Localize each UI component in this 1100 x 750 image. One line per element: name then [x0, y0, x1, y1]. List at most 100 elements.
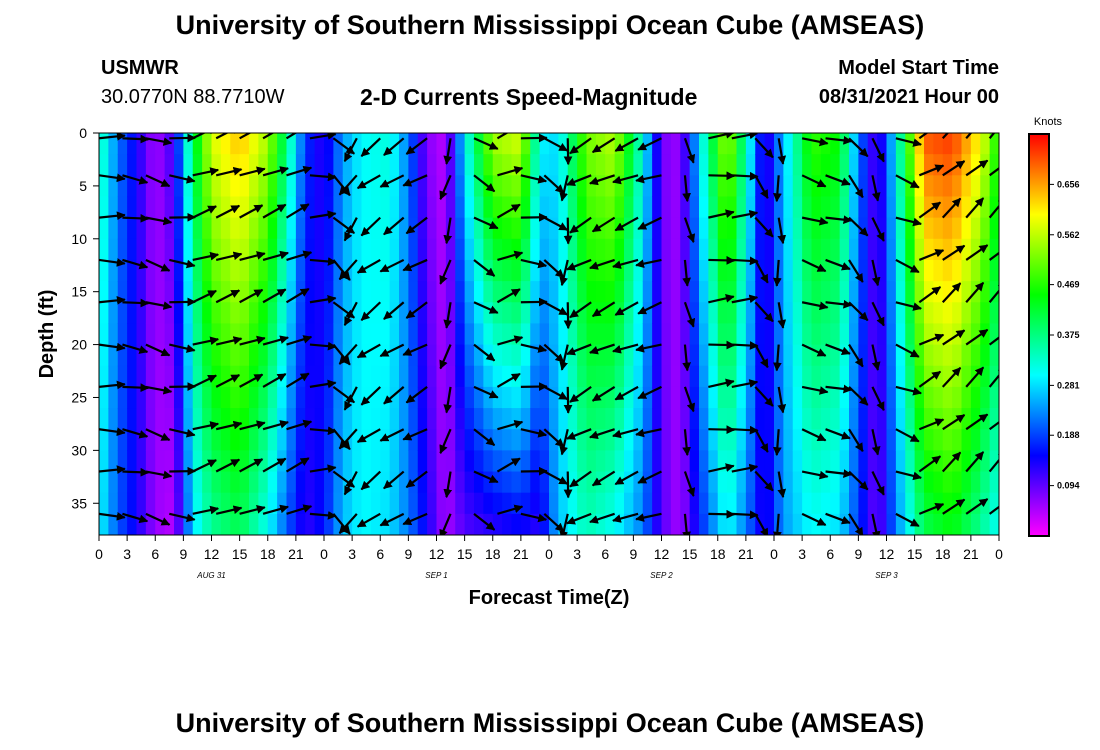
heatmap-cell — [492, 154, 503, 176]
heatmap-cell — [952, 281, 963, 303]
heatmap-cell — [736, 281, 747, 303]
heatmap-cell — [699, 323, 709, 346]
heatmap-cell — [520, 344, 531, 367]
heatmap-cell — [624, 281, 634, 303]
heatmap-cell — [895, 281, 906, 303]
heatmap-cell — [605, 323, 616, 346]
current-arrow — [192, 205, 217, 219]
x-tick-label: 15 — [232, 546, 248, 562]
heatmap-cell — [839, 408, 850, 430]
current-arrow — [543, 385, 569, 401]
current-arrow — [99, 512, 126, 521]
heatmap-cell — [811, 196, 822, 219]
current-arrow — [443, 471, 453, 499]
heatmap-cell — [539, 429, 550, 451]
heatmap-cell — [483, 281, 494, 303]
heatmap-cell — [389, 281, 400, 303]
x-tick-label: 18 — [260, 546, 276, 562]
heatmap-cell — [399, 386, 409, 409]
heatmap-cell — [511, 492, 522, 515]
heatmap-cell — [361, 492, 372, 515]
heatmap-cell — [474, 154, 484, 176]
heatmap-cell — [642, 513, 653, 535]
current-arrow — [591, 470, 616, 487]
heatmap-cell — [670, 217, 681, 240]
heatmap-cell — [605, 281, 616, 303]
heatmap-cell — [689, 175, 700, 198]
heatmap-cell — [670, 302, 681, 325]
heatmap-cell — [445, 450, 456, 473]
heatmap-cell — [492, 513, 503, 535]
heatmap-cell — [211, 471, 222, 494]
heatmap-cell — [624, 259, 634, 282]
heatmap-cell — [155, 429, 166, 451]
current-arrow — [309, 426, 337, 436]
heatmap-cell — [249, 492, 259, 515]
heatmap-cell — [839, 196, 850, 219]
heatmap-cell — [633, 133, 644, 155]
heatmap-cell — [192, 450, 203, 473]
current-arrow — [473, 512, 496, 531]
heatmap-cell — [680, 408, 691, 430]
heatmap-cell — [136, 344, 147, 367]
heatmap-cell — [961, 471, 972, 494]
heatmap-cell — [192, 217, 203, 240]
heatmap-cell — [624, 323, 634, 346]
current-arrow — [402, 174, 428, 187]
current-arrow — [286, 504, 313, 515]
heatmap-cell — [445, 217, 456, 240]
heatmap-cell — [680, 238, 691, 261]
heatmap-cell — [314, 323, 325, 346]
heatmap-cell — [792, 281, 803, 303]
heatmap-cell — [567, 259, 578, 282]
heatmap-cell — [230, 238, 241, 261]
heatmap-cell — [436, 259, 447, 282]
heatmap-cell — [699, 450, 709, 473]
current-arrow — [566, 258, 592, 271]
heatmap-cell — [408, 492, 419, 515]
current-arrow — [122, 298, 150, 308]
current-arrow — [543, 343, 565, 363]
current-arrow — [825, 215, 853, 225]
heatmap-cell — [164, 302, 175, 325]
heatmap-cell — [427, 408, 438, 430]
heatmap-cell — [924, 492, 934, 515]
heatmap-cell — [858, 450, 869, 473]
current-arrow — [343, 217, 358, 242]
heatmap-cell — [980, 344, 991, 367]
heatmap-cell — [192, 154, 203, 176]
heatmap-cell — [314, 154, 325, 176]
heatmap-cell — [108, 302, 119, 325]
heatmap-cell — [689, 471, 700, 494]
current-arrow — [145, 385, 173, 395]
heatmap-cell — [595, 429, 606, 451]
heatmap-cell — [502, 281, 513, 303]
heatmap-cell — [764, 408, 775, 430]
heatmap-cell — [558, 492, 569, 515]
y-tick-label: 25 — [71, 389, 87, 405]
heatmap-cell — [924, 344, 934, 367]
heatmap-cell — [970, 259, 981, 282]
current-arrow — [543, 428, 565, 448]
heatmap-cell — [417, 133, 428, 155]
heatmap-cell — [717, 429, 728, 451]
heatmap-cell — [136, 238, 147, 261]
current-arrow — [379, 258, 405, 273]
heatmap-cell — [249, 344, 259, 367]
heatmap-cell — [577, 175, 588, 198]
heatmap-cell — [886, 133, 897, 155]
heatmap-cell — [886, 281, 897, 303]
heatmap-cell — [174, 196, 184, 219]
heatmap-cell — [642, 450, 653, 473]
heatmap-cell — [708, 154, 719, 176]
heatmap-cell — [436, 471, 447, 494]
current-arrow — [612, 174, 639, 185]
heatmap-cell — [333, 471, 344, 494]
heatmap-cell — [333, 154, 344, 176]
current-arrow — [772, 175, 782, 203]
current-arrow — [379, 343, 405, 358]
heatmap-cell — [961, 513, 972, 535]
current-arrow — [145, 258, 171, 272]
heatmap-cell — [727, 386, 738, 409]
heatmap-cell — [952, 259, 963, 282]
